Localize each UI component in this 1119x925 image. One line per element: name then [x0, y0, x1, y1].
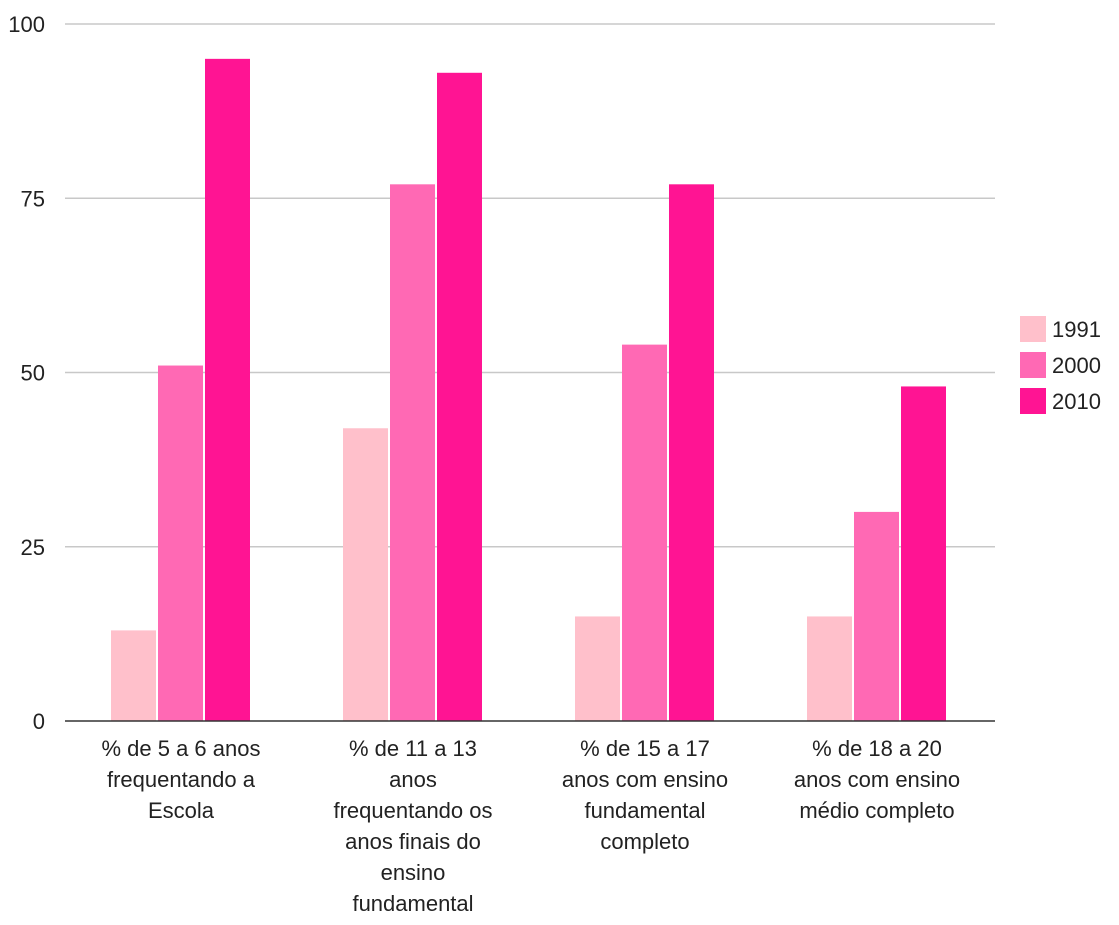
legend-swatch — [1020, 316, 1046, 342]
bar-2000-cat-3[interactable] — [854, 511, 899, 721]
x-category-label-line: % de 15 a 17 — [580, 736, 710, 761]
x-category-label: % de 15 a 17 anos com ensino fundamental co… — [562, 736, 728, 854]
y-tick-label: 75 — [21, 186, 45, 211]
y-tick-label: 50 — [21, 361, 45, 386]
x-category-label-line: anos com ensino — [562, 767, 728, 792]
x-category-label-line: ensino — [381, 860, 446, 885]
x-category-label-line: % de 18 a 20 — [812, 736, 942, 761]
legend-swatch — [1020, 388, 1046, 414]
legend-item-1991[interactable]: 1991 — [1020, 316, 1101, 342]
bar-2010-cat-2[interactable] — [669, 184, 714, 721]
bar-1991-cat-3[interactable] — [807, 616, 852, 721]
bar-2000-cat-1[interactable] — [390, 184, 435, 721]
bar-1991-cat-1[interactable] — [343, 428, 388, 721]
gridlines — [65, 23, 995, 548]
y-axis-ticks: 0 25 50 75 100 — [8, 12, 45, 734]
x-category-label-line: % de 11 a 13 — [349, 736, 477, 761]
bar-2000-cat-2[interactable] — [622, 344, 667, 721]
bar-1991-cat-2[interactable] — [575, 616, 620, 721]
x-category-label-line: frequentando a — [107, 767, 256, 792]
bar-1991-cat-0[interactable] — [111, 630, 156, 721]
legend-swatch — [1020, 352, 1046, 378]
legend-label: 2000 — [1052, 353, 1101, 378]
x-category-label-line: frequentando os — [333, 798, 492, 823]
bar-2000-cat-0[interactable] — [158, 365, 203, 721]
x-category-label-line: Escola — [148, 798, 215, 823]
legend-item-2000[interactable]: 2000 — [1020, 352, 1101, 378]
x-category-label-line: fundamental — [584, 798, 705, 823]
y-tick-label: 100 — [8, 12, 45, 37]
x-category-label-line: anos — [389, 767, 437, 792]
x-category-label-line: anos com ensino — [794, 767, 960, 792]
x-category-label: % de 11 a 13 anos frequentando os anos fina… — [333, 736, 492, 916]
x-category-label: % de 18 a 20 anos com ensino médio complet… — [794, 736, 960, 823]
legend-label: 2010 — [1052, 389, 1101, 414]
x-category-label-line: completo — [600, 829, 689, 854]
x-category-label: % de 5 a 6 anos frequentando a Escola — [101, 736, 260, 823]
bars — [111, 58, 946, 722]
x-category-label-line: % de 5 a 6 anos — [101, 736, 260, 761]
y-tick-label: 0 — [33, 709, 45, 734]
legend[interactable]: 1991 2000 2010 — [1020, 316, 1101, 414]
y-tick-label: 25 — [21, 535, 45, 560]
x-category-label-line: médio completo — [799, 798, 954, 823]
x-category-label-line: fundamental — [352, 891, 473, 916]
legend-item-2010[interactable]: 2010 — [1020, 388, 1101, 414]
bar-2010-cat-1[interactable] — [437, 72, 482, 722]
legend-label: 1991 — [1052, 317, 1101, 342]
x-category-label-line: anos finais do — [345, 829, 481, 854]
bar-2010-cat-0[interactable] — [205, 58, 250, 722]
bar-2010-cat-3[interactable] — [901, 386, 946, 721]
x-axis-labels: % de 5 a 6 anos frequentando a Escola% de … — [101, 736, 960, 916]
